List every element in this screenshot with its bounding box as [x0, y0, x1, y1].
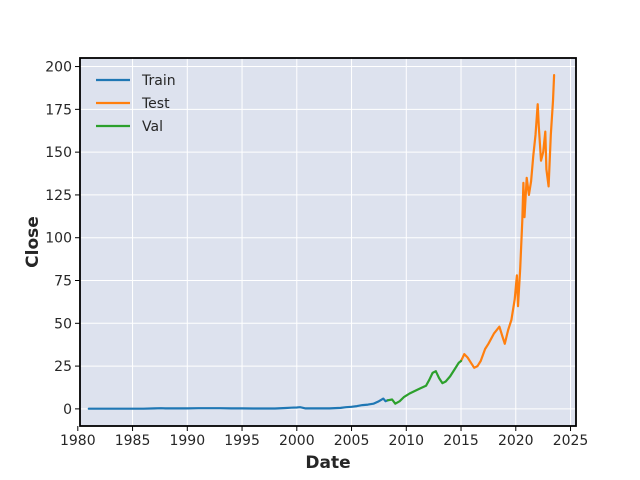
x-tick-label: 2015: [443, 433, 479, 449]
x-tick-label: 1980: [60, 433, 96, 449]
x-tick-label: 2010: [388, 433, 424, 449]
x-tick-label: 2000: [279, 433, 315, 449]
y-tick-label: 75: [54, 274, 72, 290]
x-tick-label: 1990: [169, 433, 205, 449]
x-tick-label: 2025: [553, 433, 589, 449]
y-tick-label: 100: [45, 231, 72, 247]
legend: Train Test Val: [96, 73, 176, 135]
legend-label-test: Test: [141, 96, 170, 112]
legend-label-train: Train: [141, 73, 176, 89]
series-layer: [87, 73, 556, 410]
x-tick-label: 2005: [334, 433, 370, 449]
series-line-val: [386, 359, 463, 405]
y-tick-label: 150: [45, 145, 72, 161]
y-tick-label: 125: [45, 188, 72, 204]
x-axis-label: Date: [305, 453, 350, 473]
series-line-train: [87, 397, 389, 410]
legend-label-val: Val: [142, 119, 163, 135]
plot-frame: [79, 57, 577, 427]
y-tick-label: 0: [63, 402, 72, 418]
series-line-test: [459, 73, 556, 369]
x-tick-label: 1995: [224, 433, 260, 449]
y-axis-ticks: 0 25 50 75 100 125 150 175 200: [45, 60, 80, 418]
y-tick-label: 200: [45, 60, 72, 76]
y-tick-label: 25: [54, 359, 72, 375]
y-tick-label: 175: [45, 102, 72, 118]
y-axis-label: Close: [23, 216, 43, 268]
x-tick-label: 2020: [498, 433, 534, 449]
plot-background: [80, 58, 576, 426]
x-tick-label: 1985: [115, 433, 151, 449]
y-tick-label: 50: [54, 316, 72, 332]
x-axis-ticks: 1980 1985 1990 1995 2000 2005 2010 2015 2020 2025: [60, 426, 588, 449]
